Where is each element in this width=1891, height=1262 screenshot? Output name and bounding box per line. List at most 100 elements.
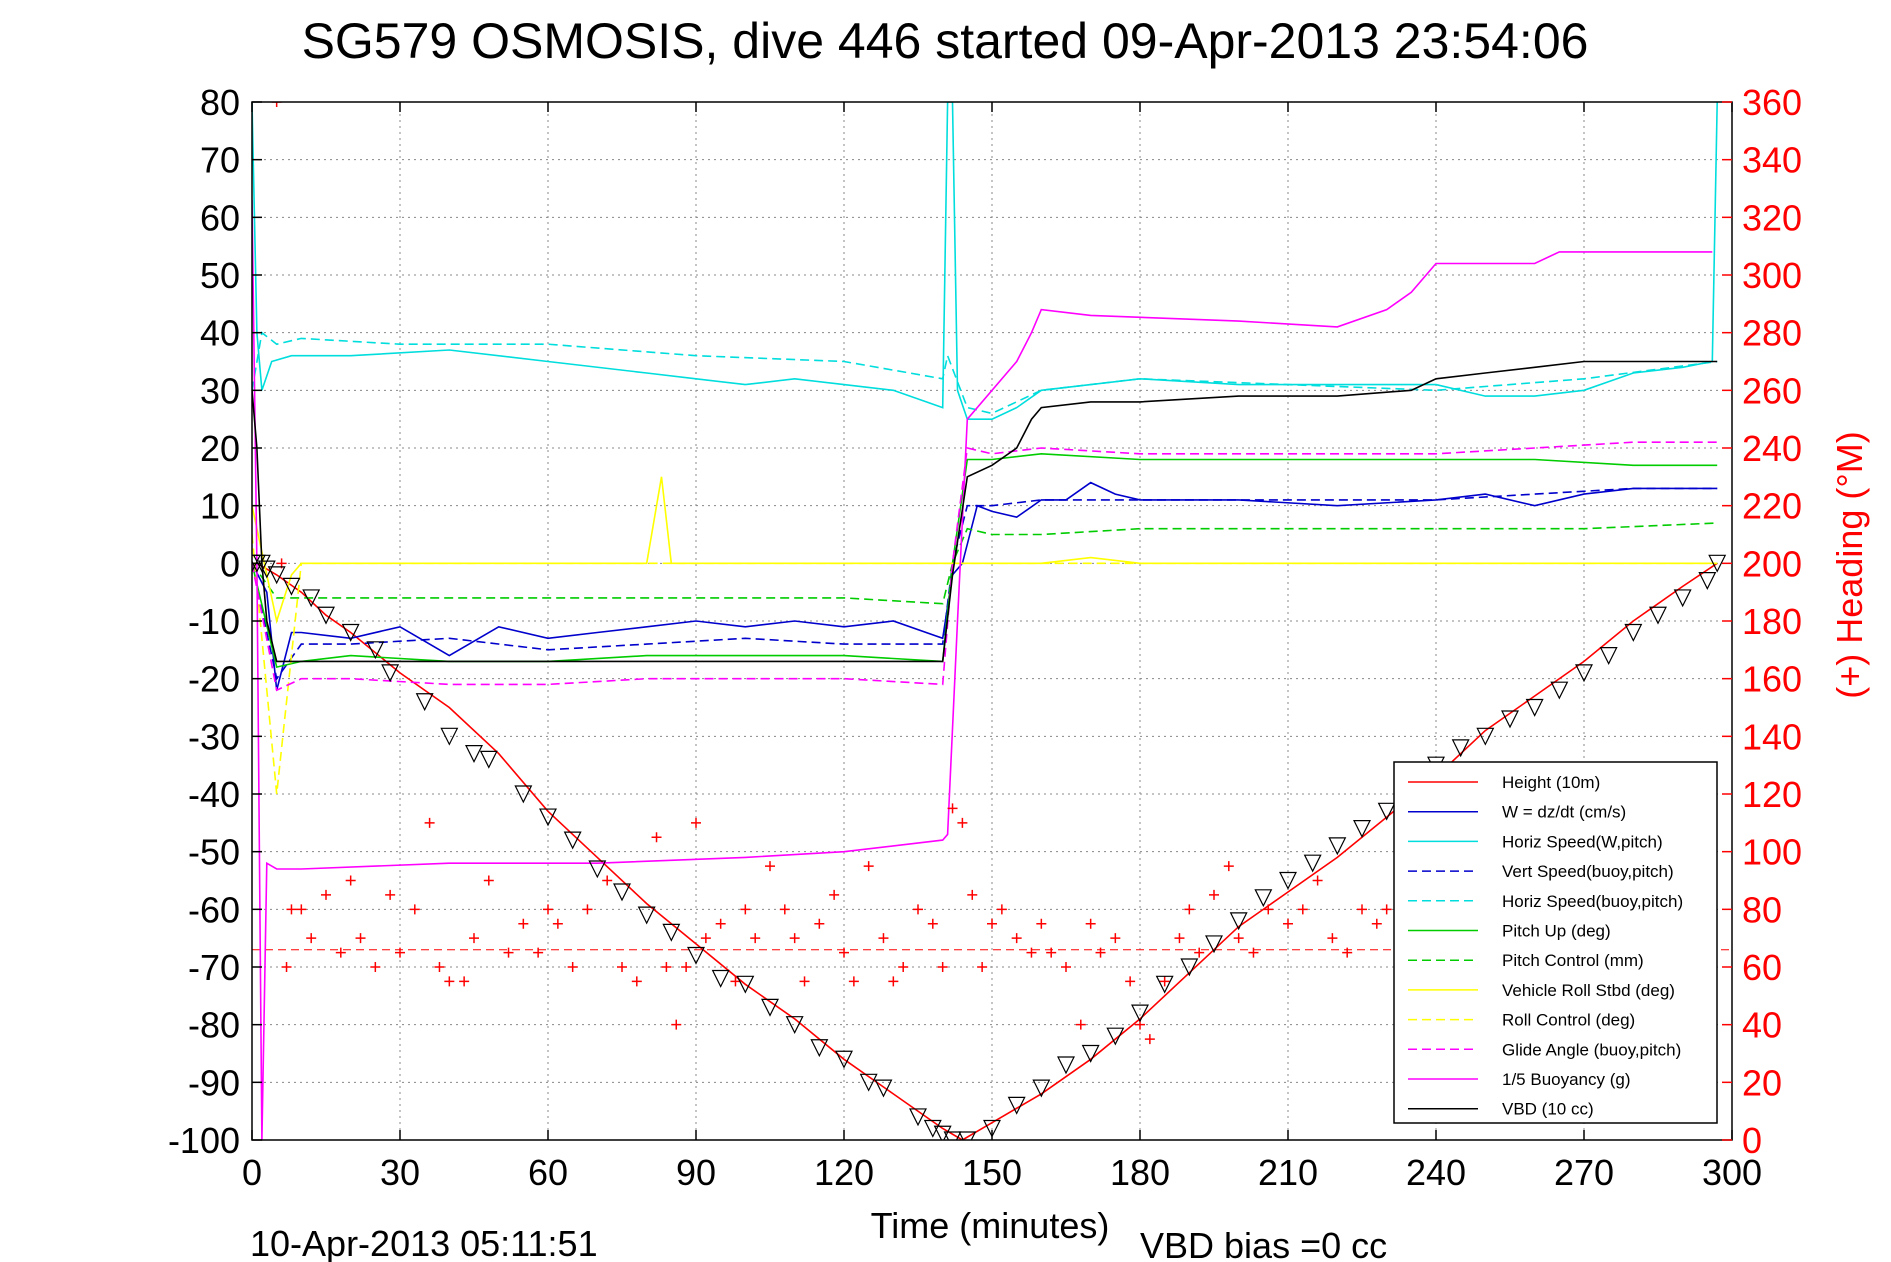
heading-marker [444,976,455,987]
heading-marker [977,962,988,972]
y-tick-label: -10 [188,601,240,642]
dive-marker [1254,889,1273,908]
heading-marker [602,875,613,886]
heading-marker [1184,904,1195,915]
y2-tick-label: 180 [1742,601,1802,642]
legend-frame [1393,761,1718,1124]
heading-marker [1026,947,1037,958]
dive-marker [465,745,483,763]
series-horiz-speed-w-pitch- [252,102,1718,420]
dive-marker [1353,820,1371,838]
heading-marker [750,933,761,944]
x-tick-label: 180 [1110,1152,1170,1193]
heading-marker [681,962,692,972]
dive-marker [958,1131,977,1140]
legend-label: VBD (10 cc) [1502,1100,1594,1119]
x-tick-label: 210 [1258,1152,1318,1193]
dive-marker [257,560,276,579]
series-vehicle-roll-stbd-deg- [252,476,1718,625]
y2-tick-label: 80 [1742,889,1782,930]
dive-marker [479,750,498,769]
dive-marker [923,1119,942,1138]
heading-marker [271,102,282,107]
y2-tick-label: 0 [1742,1120,1762,1161]
heading-marker [888,976,899,987]
heading-marker [765,861,775,872]
dive-marker [687,946,705,965]
heading-marker [483,875,494,886]
heading-marker [1381,904,1392,915]
dive-marker [1229,912,1248,931]
heading-marker [469,933,479,944]
series-pitch-up-deg- [252,452,1718,669]
heading-marker [1312,875,1323,886]
y2-tick-label: 20 [1742,1062,1782,1103]
dive-marker [1476,727,1495,746]
heading-marker [715,918,726,929]
legend-label: Vert Speed(buoy,pitch) [1502,862,1674,881]
heading-marker [671,1019,682,1030]
series-line [252,534,1718,795]
y-tick-label: -50 [188,832,240,873]
heading-marker [281,962,292,972]
legend-box: Height (10m) W = dz/dt (cm/s) Horiz Speed(… [1393,761,1718,1124]
heading-marker [286,904,297,915]
series-line [252,441,1718,692]
dive-marker [1377,802,1396,821]
heading-marker [370,962,381,972]
dive-marker [1106,1027,1125,1046]
plot-series [252,102,1732,1140]
legend-label: Glide Angle (buoy,pitch) [1502,1040,1681,1059]
dive-marker [983,1119,1001,1138]
heading-marker [1110,933,1121,944]
heading-marker [814,918,825,929]
heading-marker [409,904,420,915]
heading-marker [296,904,307,915]
dive-marker [341,623,360,642]
heading-marker [1174,933,1185,944]
vbd-bias-label: VBD bias =0 cc [1140,1225,1387,1262]
heading-marker [957,817,968,828]
heading-marker [1223,861,1234,872]
y2-axis-label: (+) Heading (°M) [1829,431,1870,698]
legend-label: Vehicle Roll Stbd (deg) [1502,981,1675,1000]
y2-tick-label: 200 [1742,543,1802,584]
heading-marker [863,861,874,872]
y-tick-label: 60 [200,197,240,238]
series-line [252,360,1718,663]
dive-marker [637,906,656,925]
heading-marker [567,962,578,972]
heading-marker [503,947,514,958]
heading-marker [434,962,445,972]
dive-marker [1032,1079,1051,1098]
heading-marker [829,889,840,900]
x-tick-label: 240 [1406,1152,1466,1193]
legend-label: 1/5 Buoyancy (g) [1502,1070,1631,1089]
legend-label: Horiz Speed(buoy,pitch) [1502,892,1683,911]
heading-marker [740,904,751,915]
heading-marker [518,918,529,929]
heading-marker [1342,947,1353,958]
y2-tick-label: 40 [1742,1005,1782,1046]
series-glide-angle-buoy-pitch- [252,441,1718,692]
dive-marker [440,727,459,746]
dive-marker [785,1016,804,1035]
heading-marker [878,933,889,944]
heading-marker [395,947,405,958]
y-tick-label: 80 [200,82,240,123]
heading-marker [1046,947,1057,958]
heading-marker [848,976,859,987]
dive-marker [1624,623,1643,642]
dive-marker [1575,664,1593,683]
dive-marker [909,1108,927,1127]
heading-marker [1011,933,1022,944]
heading-marker [306,933,317,944]
y2-tick-label: 120 [1742,774,1802,815]
y-tick-label: 70 [200,140,240,181]
x-tick-label: 30 [380,1152,420,1193]
dive-marker [1599,647,1618,665]
heading-marker [898,962,909,972]
dive-marker [563,831,582,850]
dive-marker [366,641,385,660]
